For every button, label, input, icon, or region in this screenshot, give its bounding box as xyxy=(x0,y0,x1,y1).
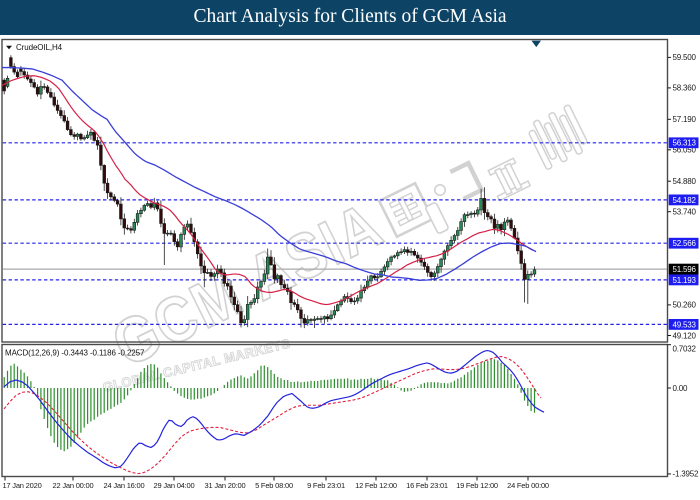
svg-text:16 Feb 23:01: 16 Feb 23:01 xyxy=(406,481,448,490)
svg-text:51.596: 51.596 xyxy=(673,265,697,274)
svg-text:24 Feb 00:00: 24 Feb 00:00 xyxy=(507,481,549,490)
svg-text:CrudeOIL,H4: CrudeOIL,H4 xyxy=(16,43,63,52)
svg-text:31 Jan 20:00: 31 Jan 20:00 xyxy=(205,481,246,490)
svg-text:5 Feb 08:00: 5 Feb 08:00 xyxy=(255,481,293,490)
svg-text:24 Jan 16:00: 24 Jan 16:00 xyxy=(104,481,145,490)
svg-text:49.120: 49.120 xyxy=(673,331,697,340)
svg-text:0.7032: 0.7032 xyxy=(673,344,697,353)
svg-text:19 Feb 12:00: 19 Feb 12:00 xyxy=(456,481,498,490)
svg-text:54.182: 54.182 xyxy=(673,196,697,205)
svg-text:0.00: 0.00 xyxy=(673,384,689,393)
svg-text:56.050: 56.050 xyxy=(673,146,697,155)
svg-text:17 Jan 2020: 17 Jan 2020 xyxy=(2,481,41,490)
svg-text:59.500: 59.500 xyxy=(673,53,697,62)
svg-text:51.193: 51.193 xyxy=(673,276,697,285)
svg-text:54.880: 54.880 xyxy=(673,177,697,186)
svg-text:52.566: 52.566 xyxy=(673,239,697,248)
svg-text:58.360: 58.360 xyxy=(673,84,697,93)
svg-text:-1.3952: -1.3952 xyxy=(673,469,699,478)
svg-text:49.533: 49.533 xyxy=(673,320,697,329)
svg-text:12 Feb 12:00: 12 Feb 12:00 xyxy=(355,481,397,490)
svg-text:53.740: 53.740 xyxy=(673,208,697,217)
svg-text:56.313: 56.313 xyxy=(673,139,697,148)
svg-text:9 Feb 23:01: 9 Feb 23:01 xyxy=(307,481,345,490)
svg-text:57.190: 57.190 xyxy=(673,115,697,124)
svg-text:50.260: 50.260 xyxy=(673,301,697,310)
svg-text:22 Jan 00:00: 22 Jan 00:00 xyxy=(53,481,94,490)
svg-text:MACD(12,26,9) -0.3443 -0.1186: MACD(12,26,9) -0.3443 -0.1186 -0.2257 xyxy=(5,349,145,358)
svg-text:29 Jan 04:00: 29 Jan 04:00 xyxy=(154,481,195,490)
